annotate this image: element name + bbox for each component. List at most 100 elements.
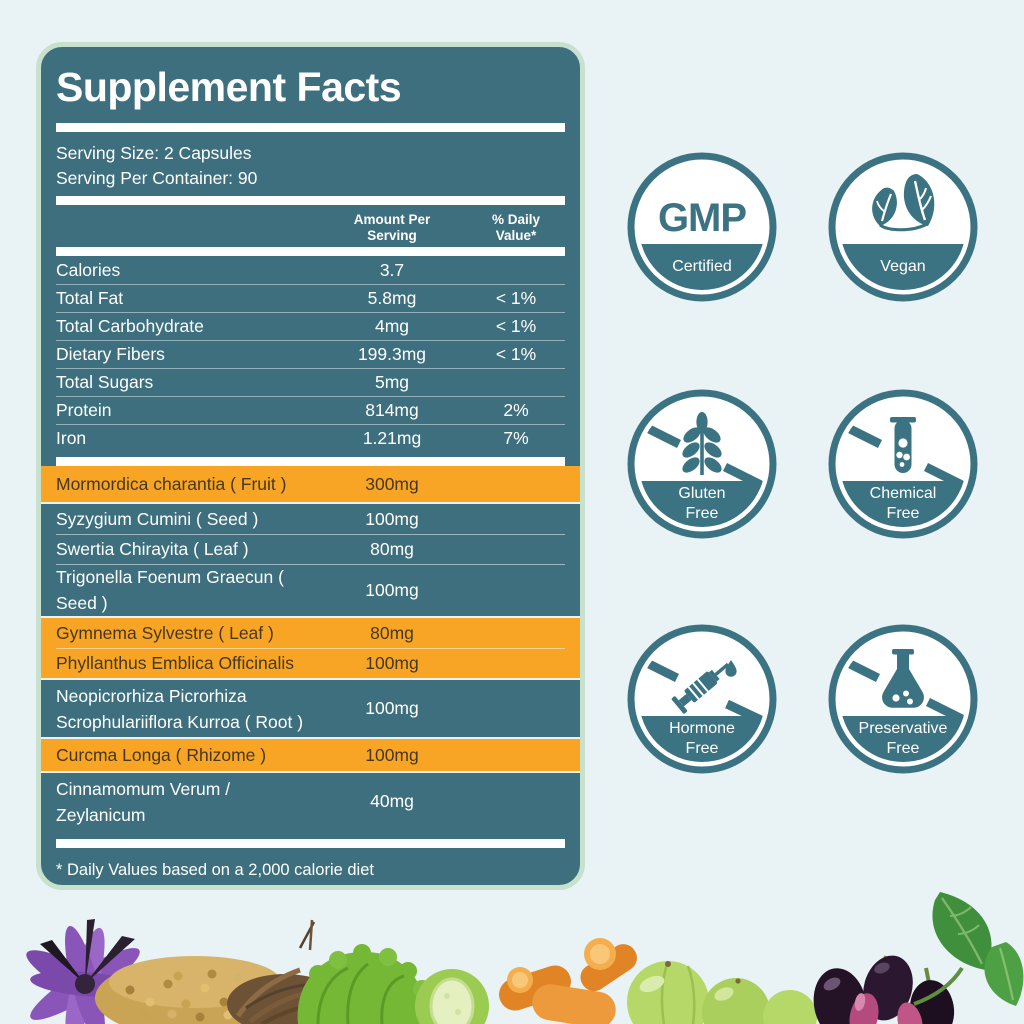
table-row: Mormordica charantia ( Fruit ) 300mg [41,466,580,502]
ingredient-name: Trigonella Foenum Graecun ( Seed ) [56,567,284,613]
badge-hormone-free: Hormone Free [627,624,777,774]
footnote-daily-values: * Daily Values based on a 2,000 calorie … [56,861,374,879]
ingredient-name: Mormordica charantia ( Fruit ) [56,474,287,494]
badge-preservative-free: Preservative Free [828,624,978,774]
nutrient-name: Iron [56,427,87,448]
table-row: Syzygium Cumini ( Seed ) 100mg [41,504,580,534]
separator-bar [56,196,565,205]
amla-berries-image [627,960,817,1024]
serving-per-container: Serving Per Container: 90 [56,168,258,188]
ingredient-table: Mormordica charantia ( Fruit ) 300mg Syz… [41,466,580,830]
nutrient-table: Calories 3.7 Total Fat 5.8mg < 1% Total … [54,256,567,452]
nutrient-name: Protein [56,399,112,420]
block-separator [41,678,580,680]
ingredient-name: Curcma Longa ( Rhizome ) [56,745,267,765]
nutrient-amount: 3.7 [379,259,405,280]
ingredient-name: Cinnamomum Verum / Zeylanicum [56,778,231,825]
table-row: Total Sugars 5mg [41,368,580,396]
ingredient-amount: 100mg [365,698,419,718]
leaves-icon [828,152,978,302]
separator-bar [56,123,565,132]
nutrient-name: Total Sugars [56,371,154,392]
block-separator [41,616,580,618]
wheat-strike-icon [627,389,777,539]
nutrient-name: Dietary Fibers [56,343,165,364]
table-row: Calories 3.7 [41,256,580,284]
badge-label: Certified [672,258,732,275]
block-separator [41,737,580,739]
nutrient-dv: < 1% [495,315,537,336]
nutrient-amount: 199.3mg [357,343,427,364]
jamun-berries-image [813,955,955,1024]
table-row: Phyllanthus Emblica Officinalis 100mg [41,648,580,678]
block-separator [41,502,580,504]
bitter-melon-image [297,944,489,1024]
nutrient-name: Calories [56,259,121,280]
ingredient-amount: 100mg [365,652,419,673]
column-amount-per-serving: Amount Per Serving [353,212,431,243]
nutrient-name: Total Fat [56,287,124,308]
column-daily-value: % Daily Value* [491,212,541,243]
nutrient-amount: 5mg [374,371,410,392]
table-row: Gymnema Sylvestre ( Leaf ) 80mg [41,618,580,648]
table-row: Iron 1.21mg 7% [41,424,580,452]
ingredient-amount: 80mg [370,622,414,643]
green-leaves-image [913,892,1024,1006]
botanicals-photo-strip [26,892,1024,1024]
badge-label: Preservative Free [858,720,948,757]
badge-ring [627,152,777,302]
badge-label: Chemical Free [869,485,937,522]
ingredient-name: Gymnema Sylvestre ( Leaf ) [56,623,274,643]
nutrient-dv: < 1% [495,287,537,308]
nutrient-amount: 5.8mg [367,287,417,308]
panel-title: Supplement Facts [56,64,402,110]
nutrient-amount: 814mg [365,399,419,420]
syringe-strike-icon [627,624,777,774]
nutrient-dv: < 1% [495,343,537,364]
ingredient-amount: 80mg [370,538,414,559]
table-row: Swertia Chirayita ( Leaf ) 80mg [41,534,580,564]
nutrient-dv: 7% [503,427,529,448]
table-row: Trigonella Foenum Graecun ( Seed ) 100mg [41,564,580,616]
badge-gluten-free: Gluten Free [627,389,777,539]
nutrient-amount: 4mg [374,315,410,336]
table-row: Dietary Fibers 199.3mg < 1% [41,340,580,368]
nutrient-dv: 2% [503,399,529,420]
block-separator [41,771,580,773]
table-row: Protein 814mg 2% [41,396,580,424]
ingredient-name: Swertia Chirayita ( Leaf ) [56,539,249,559]
separator-bar [56,247,565,256]
test-tube-strike-icon [828,389,978,539]
table-row: Total Fat 5.8mg < 1% [41,284,580,312]
footnotes: * Daily Values based on a 2,000 calorie … [56,857,565,885]
serving-info: Serving Size: 2 Capsules Serving Per Con… [56,141,565,191]
gmp-text: GMP [657,196,747,240]
badge-label: Hormone Free [669,720,735,757]
badge-chemical-free: Chemical Free [828,389,978,539]
table-row: Total Carbohydrate 4mg < 1% [41,312,580,340]
flask-strike-icon [828,624,978,774]
table-row: Neopicrorhiza Picrorhiza Scrophulariiflo… [41,680,580,737]
supplement-facts-panel: Supplement Facts Serving Size: 2 Capsule… [36,42,585,890]
ingredient-amount: 100mg [365,579,419,600]
table-row: Cinnamomum Verum / Zeylanicum 40mg [41,773,580,830]
ingredient-amount: 100mg [365,744,419,765]
separator-bar [56,839,565,848]
badge-vegan: Vegan [828,152,978,302]
badge-gmp-certified: GMP Certified [627,152,777,302]
ingredient-amount: 40mg [370,791,414,811]
separator-bar [56,457,565,466]
turmeric-image [499,938,637,1024]
serving-size: Serving Size: 2 Capsules [56,143,252,163]
nutrient-name: Total Carbohydrate [56,315,204,336]
ingredient-name: Neopicrorhiza Picrorhiza Scrophulariiflo… [56,685,304,732]
badge-label: Gluten Free [678,485,726,522]
badge-label: Vegan [880,258,926,275]
ingredient-name: Syzygium Cumini ( Seed ) [56,509,259,529]
ingredient-name: Phyllanthus Emblica Officinalis [56,653,294,673]
table-header: Amount Per Serving % Daily Value* [56,212,565,244]
ingredient-amount: 100mg [365,508,419,529]
table-row: Curcma Longa ( Rhizome ) 100mg [41,739,580,771]
ingredient-amount: 300mg [365,473,419,494]
